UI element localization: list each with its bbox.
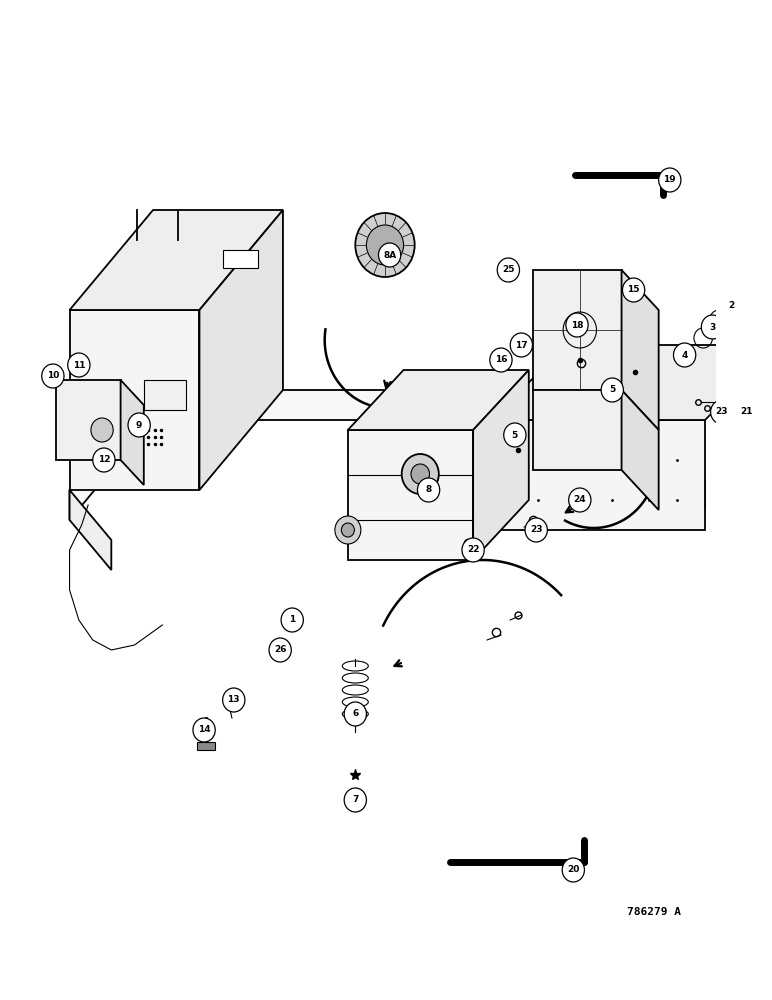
- Circle shape: [566, 313, 588, 337]
- Circle shape: [497, 258, 520, 282]
- Polygon shape: [348, 430, 473, 560]
- Text: 16: 16: [495, 356, 507, 364]
- Circle shape: [344, 702, 367, 726]
- Text: 23: 23: [716, 408, 728, 416]
- Polygon shape: [492, 345, 772, 420]
- Text: 21: 21: [740, 408, 753, 416]
- Circle shape: [411, 464, 429, 484]
- Circle shape: [42, 364, 64, 388]
- Polygon shape: [56, 380, 120, 460]
- Polygon shape: [533, 390, 621, 470]
- Circle shape: [68, 353, 90, 377]
- Circle shape: [569, 488, 591, 512]
- Text: 12: 12: [97, 456, 110, 464]
- Circle shape: [659, 168, 681, 192]
- Text: 3: 3: [709, 322, 716, 332]
- Circle shape: [462, 538, 484, 562]
- Circle shape: [341, 523, 354, 537]
- Text: 26: 26: [274, 646, 286, 654]
- Circle shape: [504, 423, 526, 447]
- Text: 1: 1: [289, 615, 296, 624]
- Circle shape: [489, 348, 512, 372]
- Polygon shape: [120, 380, 144, 485]
- Text: 13: 13: [228, 696, 240, 704]
- Circle shape: [82, 408, 123, 452]
- Circle shape: [601, 378, 624, 402]
- Text: 9: 9: [136, 420, 142, 430]
- Circle shape: [281, 608, 303, 632]
- Text: 17: 17: [515, 340, 528, 350]
- Circle shape: [562, 858, 584, 882]
- Text: 5: 5: [512, 430, 518, 440]
- Circle shape: [335, 516, 361, 544]
- Polygon shape: [621, 270, 659, 430]
- Text: 15: 15: [628, 286, 640, 294]
- Circle shape: [128, 413, 151, 437]
- Bar: [197, 742, 215, 750]
- Polygon shape: [533, 270, 621, 390]
- Text: 7: 7: [352, 796, 358, 804]
- Polygon shape: [199, 210, 283, 490]
- Polygon shape: [473, 370, 529, 560]
- Polygon shape: [492, 420, 705, 530]
- Circle shape: [736, 400, 758, 424]
- Text: 25: 25: [502, 265, 515, 274]
- Text: 6: 6: [352, 710, 358, 718]
- Circle shape: [367, 225, 404, 265]
- Text: 10: 10: [46, 371, 59, 380]
- Circle shape: [193, 718, 215, 742]
- Text: 20: 20: [567, 865, 580, 874]
- Circle shape: [93, 448, 115, 472]
- Text: 11: 11: [73, 360, 85, 369]
- Circle shape: [525, 518, 547, 542]
- Polygon shape: [69, 390, 705, 520]
- Circle shape: [710, 400, 733, 424]
- Polygon shape: [69, 310, 199, 490]
- Text: 8: 8: [425, 486, 432, 494]
- Circle shape: [355, 213, 415, 277]
- Circle shape: [622, 278, 645, 302]
- Polygon shape: [69, 490, 111, 570]
- Text: 2: 2: [728, 300, 734, 310]
- Polygon shape: [621, 390, 659, 510]
- Polygon shape: [69, 210, 283, 310]
- Bar: [144, 380, 185, 410]
- Text: 5: 5: [609, 385, 615, 394]
- Circle shape: [673, 343, 696, 367]
- Circle shape: [768, 418, 772, 442]
- Text: 19: 19: [663, 176, 676, 184]
- Text: 14: 14: [198, 726, 211, 734]
- Circle shape: [510, 333, 533, 357]
- Circle shape: [418, 478, 440, 502]
- Circle shape: [91, 418, 113, 442]
- Circle shape: [269, 638, 291, 662]
- Bar: [222, 250, 258, 268]
- Text: 786279 A: 786279 A: [627, 907, 681, 917]
- Circle shape: [701, 315, 723, 339]
- Text: 8A: 8A: [383, 250, 396, 259]
- Circle shape: [401, 454, 438, 494]
- Circle shape: [378, 243, 401, 267]
- Circle shape: [222, 688, 245, 712]
- Text: 4: 4: [682, 351, 688, 360]
- Text: 24: 24: [574, 495, 586, 504]
- Text: 23: 23: [530, 526, 543, 534]
- Circle shape: [720, 293, 742, 317]
- Circle shape: [344, 788, 367, 812]
- Text: 22: 22: [467, 546, 479, 554]
- Circle shape: [563, 312, 597, 348]
- Polygon shape: [348, 370, 529, 430]
- Text: 18: 18: [571, 320, 584, 330]
